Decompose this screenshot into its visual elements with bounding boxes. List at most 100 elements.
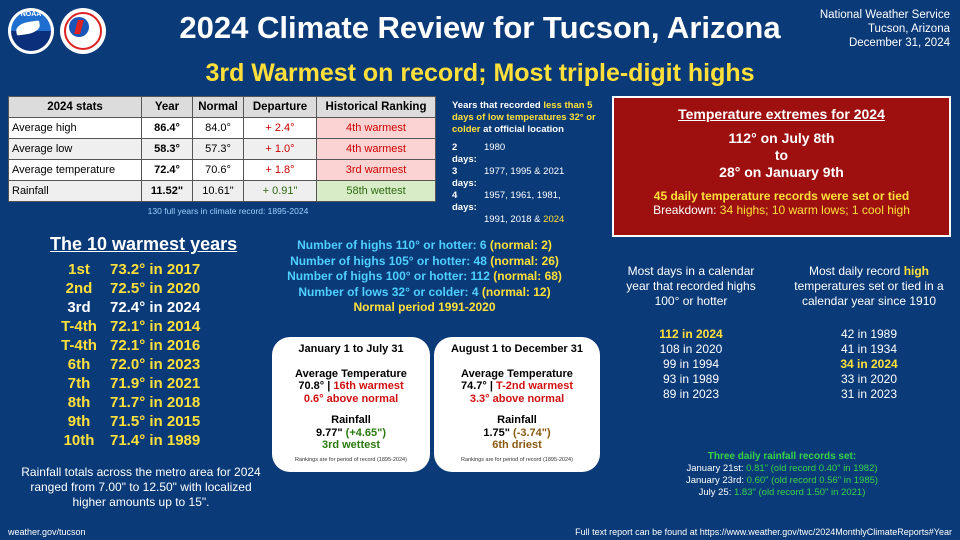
ranking-value: 58th wettest	[316, 180, 436, 202]
warmest-years-title: The 10 warmest years	[50, 234, 238, 254]
cold-intro-c: at official location	[480, 124, 564, 135]
rank-value: 72.5° in 2020	[110, 280, 201, 297]
extreme-high: 112° on July 8th	[728, 130, 835, 146]
count-normal: (normal: 68)	[493, 269, 562, 283]
card-heading: August 1 to December 31	[450, 343, 584, 355]
card-rain-line: 1.75" (-3.74")	[434, 427, 600, 440]
extremes-heading: Temperature extremes for 2024	[678, 106, 885, 122]
rainfall-records-heading: Three daily rainfall records set:	[707, 451, 857, 462]
rainfall-note: Rainfall totals across the metro area fo…	[21, 465, 261, 509]
count-line: Number of highs 100° or hotter: 112 (nor…	[282, 269, 567, 285]
card-rain-label: Rainfall	[497, 414, 537, 426]
cold-key: 3 days:	[452, 166, 477, 189]
card-rain-value: 1.75"	[483, 426, 514, 439]
table-row: Average high 86.4° 84.0° + 2.4° 4th warm…	[8, 117, 436, 139]
normal-period: Normal period 1991-2020	[353, 300, 496, 314]
ranking-value: 4th warmest	[316, 138, 436, 160]
extreme-to: to	[774, 147, 789, 163]
list-item: 2 days: 1980	[452, 142, 602, 166]
list-item: 2nd 72.5° in 2020	[48, 279, 201, 298]
normal-value: 84.0°	[192, 117, 244, 139]
breakdown-prefix: Breakdown:	[653, 203, 720, 217]
list-item: 31 in 2023	[840, 387, 898, 401]
card-rain-line: 9.77" (+4.65")	[272, 427, 430, 440]
card-avg-departure: 3.3° above normal	[469, 392, 565, 405]
count-normal: (normal: 12)	[481, 284, 551, 299]
rank: 9th	[67, 413, 91, 430]
warmest-years-list: 1st 73.2° in 2017 2nd 72.5° in 2020 3rd 72.…	[48, 260, 200, 450]
rank: T-4th	[61, 337, 97, 354]
cold-last-year: 2024	[543, 214, 565, 225]
card-rain-departure: (-3.74")	[513, 426, 551, 439]
list-item: 108 in 2020	[659, 342, 723, 356]
list-item: T-4th 72.1° in 2016	[48, 336, 200, 355]
list-item: 42 in 1989	[840, 327, 898, 341]
rank: 8th	[67, 394, 91, 411]
count-text: Number of highs 100° or hotter: 112	[287, 269, 494, 283]
list-item: 1991, 2018 & 2024	[452, 214, 602, 226]
card-avg-departure: 0.6° above normal	[303, 392, 399, 405]
table-row: Average low 58.3° 57.3° + 1.0° 4th warme…	[8, 138, 436, 160]
rank-value: 72.1° in 2016	[110, 337, 201, 354]
page-title: 2024 Climate Review for Tucson, Arizona	[179, 10, 781, 45]
rank: T-4th	[61, 318, 97, 335]
list-item: January 23rd: 0.60" (old record 0.56" in…	[612, 475, 952, 487]
records-count: 45 daily temperature records were set or…	[653, 189, 910, 203]
office-line2: Tucson, Arizona	[867, 23, 950, 35]
normal-value: 70.6°	[192, 159, 244, 181]
card-rain-departure: (+4.65")	[345, 426, 387, 439]
stats-header: Departure	[243, 96, 317, 118]
departure-value: + 1.0°	[243, 138, 317, 160]
count-normal: (normal: 26)	[490, 253, 559, 268]
rank-value: 71.9° in 2021	[110, 375, 201, 392]
rainfall-records: Three daily rainfall records set: Januar…	[612, 451, 952, 499]
rank-value: 71.7° in 2018	[110, 394, 201, 411]
cold-val-text: 1991, 2018 &	[484, 214, 544, 225]
card-avg-value: 74.7° |	[460, 380, 496, 392]
footer-website-link[interactable]: weather.gov/tucson	[8, 527, 86, 537]
table-row: Rainfall 11.52" 10.61" + 0.91" 58th wett…	[8, 180, 436, 202]
cold-intro-a: Years that recorded	[452, 100, 544, 111]
noaa-logo: NOAA	[8, 8, 54, 54]
rank: 10th	[63, 432, 95, 449]
list-item: 1st 73.2° in 2017	[48, 260, 200, 279]
rain-date: January 23rd:	[685, 475, 747, 486]
list-item: 10th 71.4° in 1989	[48, 431, 201, 450]
card-rain-value: 9.77"	[315, 426, 346, 439]
list-item: 89 in 2023	[662, 387, 720, 401]
list-item: 3rd 72.4° in 2024	[48, 298, 200, 317]
cold-key: 4 days:	[452, 190, 477, 213]
threshold-counts: Number of highs 110° or hotter: 6 (norma…	[282, 238, 567, 316]
rank: 2nd	[65, 280, 93, 297]
list-item: 9th 71.5° in 2015	[48, 412, 200, 431]
records-heading-b: high	[903, 264, 930, 278]
stats-header: Normal	[192, 96, 244, 118]
page-subtitle: 3rd Warmest on record; Most triple-digit…	[205, 59, 755, 87]
count-line: Number of highs 110° or hotter: 6 (norma…	[282, 238, 567, 254]
list-item: 93 in 1989	[662, 372, 720, 386]
list-item: July 25: 1.83" (old record 1.50" in 2021…	[612, 487, 952, 499]
records-breakdown: Breakdown: 34 highs; 10 warm lows; 1 coo…	[614, 203, 949, 217]
rank: 3rd	[67, 299, 91, 316]
count-line: Number of lows 32° or colder: 4 (normal:…	[282, 285, 567, 301]
cold-key: 2 days:	[452, 142, 477, 165]
records-heading-a: Most daily record	[808, 264, 904, 278]
card-avg-rank: T-2nd warmest	[495, 380, 574, 392]
card-avg-line: 70.8° | 16th warmest	[272, 380, 430, 393]
period-card-jan-jul: January 1 to July 31 Average Temperature…	[272, 337, 430, 472]
office-info: National Weather Service Tucson, Arizona…	[820, 8, 950, 50]
count-normal: (normal: 2)	[489, 238, 552, 252]
rank-value: 71.4° in 1989	[110, 432, 201, 449]
rank-value: 73.2° in 2017	[110, 261, 201, 278]
office-date: December 31, 2024	[848, 37, 950, 49]
departure-value: + 2.4°	[243, 117, 317, 139]
row-label: Rainfall	[8, 180, 142, 202]
footer-report-link[interactable]: Full text report can be found at https:/…	[575, 527, 952, 537]
card-avg-line: 74.7° | T-2nd warmest	[434, 380, 600, 393]
count-text: Number of highs 110° or hotter: 6	[297, 238, 490, 252]
cold-days-list: 2 days: 1980 3 days: 1977, 1995 & 2021 4 d…	[452, 142, 602, 226]
rank: 1st	[68, 261, 90, 278]
list-item: 34 in 2024	[840, 357, 898, 371]
rank: 6th	[67, 356, 91, 373]
cold-days-note: Years that recorded less than 5 days of …	[452, 100, 602, 226]
